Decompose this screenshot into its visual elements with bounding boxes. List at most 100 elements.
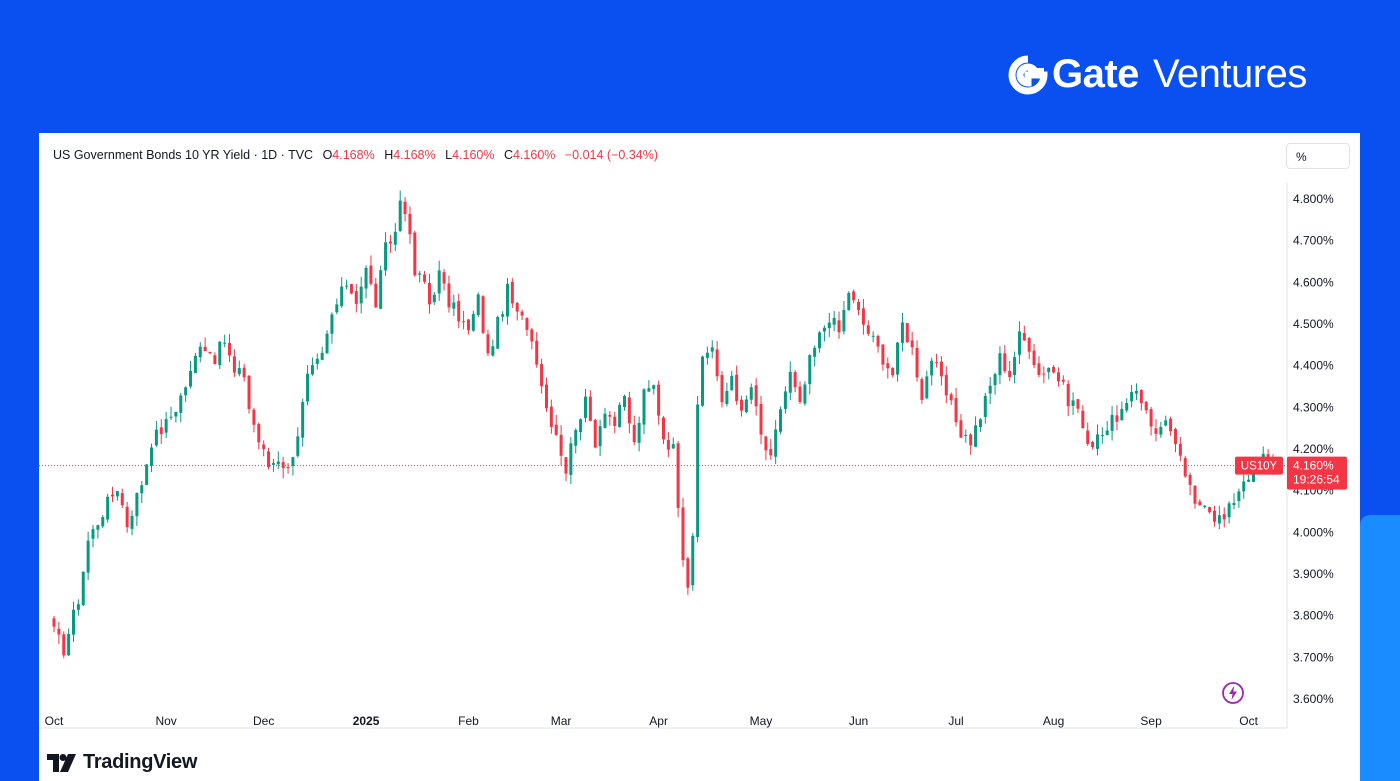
candle-body <box>106 496 110 520</box>
candle-body <box>335 304 339 313</box>
candle-body <box>779 409 783 432</box>
y-tick-label: 4.800% <box>1293 192 1334 206</box>
candle-body <box>286 466 290 468</box>
candle-body <box>544 384 548 409</box>
candle-body <box>642 389 646 425</box>
candle-body <box>637 422 641 443</box>
candle-body <box>374 283 378 308</box>
candle-body <box>1149 409 1153 427</box>
candle-body <box>296 436 300 456</box>
candle-body <box>345 285 349 287</box>
percent-scale-button[interactable]: % <box>1286 143 1350 169</box>
candle-body <box>291 457 295 466</box>
candle-body <box>774 429 778 457</box>
candle-body <box>569 443 573 475</box>
candle-body <box>842 310 846 332</box>
candle-body <box>169 416 173 418</box>
candle-body <box>1086 430 1090 444</box>
candle-body <box>876 335 880 347</box>
candle-body <box>1247 479 1251 482</box>
candle-body <box>1008 370 1012 378</box>
tradingview-logo-icon <box>47 753 76 772</box>
candle-body <box>257 424 261 443</box>
candle-body <box>847 292 851 311</box>
candle-body <box>896 342 900 375</box>
x-tick-label: Jun <box>849 714 868 728</box>
candle-body <box>740 399 744 411</box>
candle-body <box>1076 399 1080 409</box>
candle-body <box>808 355 812 385</box>
candle-body <box>662 417 665 440</box>
candle-body <box>827 322 831 329</box>
candle-body <box>384 242 388 271</box>
candle-body <box>306 373 310 402</box>
price-tag-value: 4.160% <box>1293 459 1334 473</box>
candle-body <box>1081 410 1085 429</box>
candle-body <box>159 427 163 435</box>
candle-body <box>120 493 124 506</box>
x-tick-label: Aug <box>1043 714 1064 728</box>
candle-body <box>583 396 587 418</box>
legend-close-label: C <box>503 148 513 162</box>
candle-body <box>62 634 66 656</box>
candle-body <box>627 397 631 424</box>
x-tick-label: May <box>750 714 773 728</box>
candle-body <box>720 374 724 403</box>
candle-body <box>189 370 193 387</box>
candle-body <box>281 462 285 469</box>
x-tick-label: Apr <box>649 714 668 728</box>
candle-body <box>530 329 534 342</box>
candle-body <box>554 424 558 436</box>
legend-low-label: L <box>445 148 453 162</box>
candle-body <box>1052 366 1056 373</box>
candle-body <box>262 444 266 449</box>
candle-body <box>491 346 495 356</box>
candle-body <box>359 286 363 304</box>
candle-body <box>910 340 914 348</box>
candle-body <box>618 404 622 427</box>
lightning-icon[interactable] <box>1221 681 1245 705</box>
candle-body <box>905 323 909 343</box>
chart-canvas[interactable]: 4.800% 4.700% 4.600% 4.500% 4.400% 4.300% 4.20… <box>39 133 1360 781</box>
candle-body <box>769 449 773 456</box>
candle-body <box>886 363 890 369</box>
ohlc-legend: US Government Bonds 10 YR Yield · 1D · T… <box>53 148 658 162</box>
candle-body <box>1110 414 1114 431</box>
chart-panel[interactable]: 4.800% 4.700% 4.600% 4.500% 4.400% 4.300% 4.20… <box>39 133 1360 781</box>
candle-body <box>1188 474 1192 485</box>
candle-body <box>725 390 729 404</box>
x-tick-label: Jul <box>948 714 963 728</box>
brand-name-bold: Gate <box>1052 52 1139 96</box>
candle-body <box>442 272 446 284</box>
candle-body <box>418 273 422 275</box>
candle-body <box>803 384 807 404</box>
candle-body <box>505 283 509 317</box>
candle-body <box>891 368 895 376</box>
candle-body <box>164 419 168 433</box>
candle-body <box>1066 383 1070 407</box>
candle-body <box>681 507 685 561</box>
candle-body <box>988 385 992 394</box>
candle-body <box>691 535 695 586</box>
candle-body <box>96 525 100 530</box>
candle-body <box>652 385 656 389</box>
candle-body <box>1100 435 1104 437</box>
candle-body <box>432 294 436 303</box>
candle-body <box>423 274 427 282</box>
candle-body <box>179 395 183 413</box>
x-tick-label: Mar <box>551 714 572 728</box>
candle-body <box>218 341 222 366</box>
candle-body <box>1159 426 1163 435</box>
candle-body <box>588 396 592 421</box>
candle-body <box>1144 401 1148 411</box>
candle-body <box>983 395 987 417</box>
candle-body <box>813 347 817 357</box>
candle-body <box>174 411 178 417</box>
candle-body <box>252 409 256 425</box>
legend-close-value: 4.160% <box>512 148 556 162</box>
candle-body <box>1173 428 1177 445</box>
candle-body <box>1022 332 1026 341</box>
candle-body <box>540 364 544 387</box>
candle-body <box>632 424 636 443</box>
candle-body <box>969 434 973 446</box>
